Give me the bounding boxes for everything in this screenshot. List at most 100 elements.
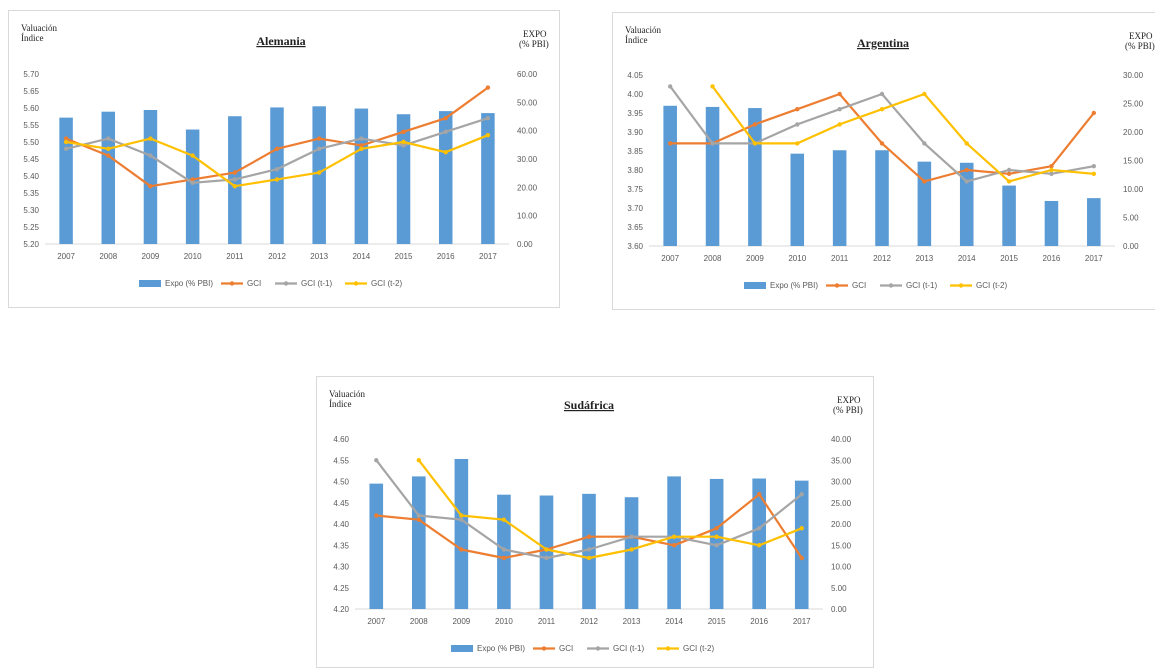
y-axis-label-line2: Índice — [329, 399, 352, 409]
series-point — [63, 146, 69, 151]
series-point — [879, 107, 885, 112]
y2-tick-label: 40.00 — [517, 127, 538, 136]
legend-swatch-bar — [744, 282, 766, 289]
y2-axis-label: EXPO — [523, 29, 547, 39]
y2-tick-label: 15.00 — [831, 541, 852, 550]
series-point — [443, 116, 448, 121]
y-tick-label: 4.35 — [333, 541, 349, 550]
bar — [790, 153, 805, 246]
bar — [270, 107, 284, 244]
series-point — [544, 555, 549, 561]
y-tick-label: 4.55 — [333, 456, 349, 465]
legend-label: GCI (t-2) — [976, 281, 1007, 290]
series-point — [1049, 167, 1054, 173]
series-point — [922, 141, 927, 146]
series-point — [416, 458, 422, 463]
series-point — [629, 547, 634, 552]
series-point — [459, 547, 464, 552]
chart-title: Alemania — [256, 34, 305, 48]
y-tick-label: 5.70 — [23, 70, 39, 79]
y2-tick-label: 30.00 — [1123, 71, 1144, 80]
y-axis-label: Valuación — [329, 389, 365, 399]
y2-tick-label: 0.00 — [517, 240, 533, 249]
x-tick-label: 2011 — [831, 254, 849, 263]
series-point — [922, 91, 927, 97]
series-point — [756, 526, 762, 531]
y-tick-label: 3.60 — [627, 242, 643, 251]
series-point — [106, 136, 111, 141]
x-tick-label: 2007 — [57, 252, 75, 261]
series-point — [837, 91, 842, 97]
bar — [1044, 200, 1059, 246]
bar — [354, 108, 369, 244]
series-point — [274, 167, 280, 172]
series-point — [710, 84, 715, 89]
series-point — [148, 184, 153, 189]
bar — [917, 161, 932, 246]
series-point — [964, 167, 969, 173]
legend-label: GCI (t-1) — [906, 281, 937, 290]
series-point — [671, 543, 677, 548]
x-tick-label: 2011 — [538, 617, 556, 626]
series-point — [714, 534, 719, 539]
legend-label: GCI — [247, 279, 261, 288]
legend-label: Expo (% PBI) — [477, 644, 525, 653]
series-point — [799, 526, 804, 531]
y2-tick-label: 40.00 — [831, 435, 852, 444]
y2-axis-label: EXPO — [837, 395, 861, 405]
series-point — [485, 85, 491, 90]
series-point — [416, 513, 422, 518]
y2-tick-label: 60.00 — [517, 70, 538, 79]
y2-tick-label: 20.00 — [1123, 128, 1144, 137]
series-point — [795, 122, 800, 127]
bar — [185, 129, 200, 244]
series-point — [667, 141, 673, 146]
x-tick-label: 2008 — [410, 617, 428, 626]
x-tick-label: 2008 — [704, 254, 722, 263]
y-tick-label: 4.05 — [627, 71, 643, 80]
bar — [1087, 198, 1101, 246]
y2-tick-label: 5.00 — [831, 584, 847, 593]
legend-swatch-marker — [229, 281, 235, 286]
series-point — [795, 107, 800, 112]
x-tick-label: 2013 — [915, 254, 933, 263]
y-tick-label: 5.50 — [23, 138, 39, 147]
series-point — [443, 129, 448, 134]
x-tick-label: 2009 — [452, 617, 470, 626]
y2-axis-label-line2: (% PBI) — [833, 405, 863, 415]
series-point — [1091, 164, 1097, 169]
legend-swatch-marker — [888, 283, 894, 288]
y-tick-label: 3.85 — [627, 147, 643, 156]
y-tick-label: 3.90 — [627, 128, 643, 137]
bar — [497, 494, 511, 609]
bar — [438, 111, 453, 244]
y-tick-label: 5.35 — [23, 189, 39, 198]
y-tick-label: 3.80 — [627, 166, 643, 175]
series-point — [190, 180, 195, 185]
series-point — [756, 492, 762, 497]
series-point — [359, 143, 364, 148]
series-point — [752, 122, 758, 127]
x-tick-label: 2010 — [788, 254, 806, 263]
series-point — [401, 143, 406, 148]
x-tick-label: 2010 — [495, 617, 513, 626]
y-tick-label: 4.40 — [333, 520, 349, 529]
series-point — [1006, 171, 1012, 176]
y2-tick-label: 10.00 — [517, 212, 538, 221]
legend-swatch-bar — [139, 280, 161, 287]
legend-label: Expo (% PBI) — [770, 281, 818, 290]
series-point — [1091, 110, 1097, 116]
legend-swatch-marker — [595, 646, 601, 651]
x-tick-label: 2009 — [746, 254, 764, 263]
bar — [794, 480, 809, 609]
y-tick-label: 4.30 — [333, 563, 349, 572]
series-point — [671, 534, 677, 539]
y2-axis-label: EXPO — [1129, 31, 1153, 41]
legend-swatch-marker — [665, 646, 671, 651]
y-tick-label: 4.60 — [333, 435, 349, 444]
series-point — [1006, 167, 1012, 173]
y2-tick-label: 50.00 — [517, 98, 538, 107]
series-point — [63, 136, 69, 141]
series-point — [879, 141, 885, 146]
bar — [539, 495, 554, 609]
